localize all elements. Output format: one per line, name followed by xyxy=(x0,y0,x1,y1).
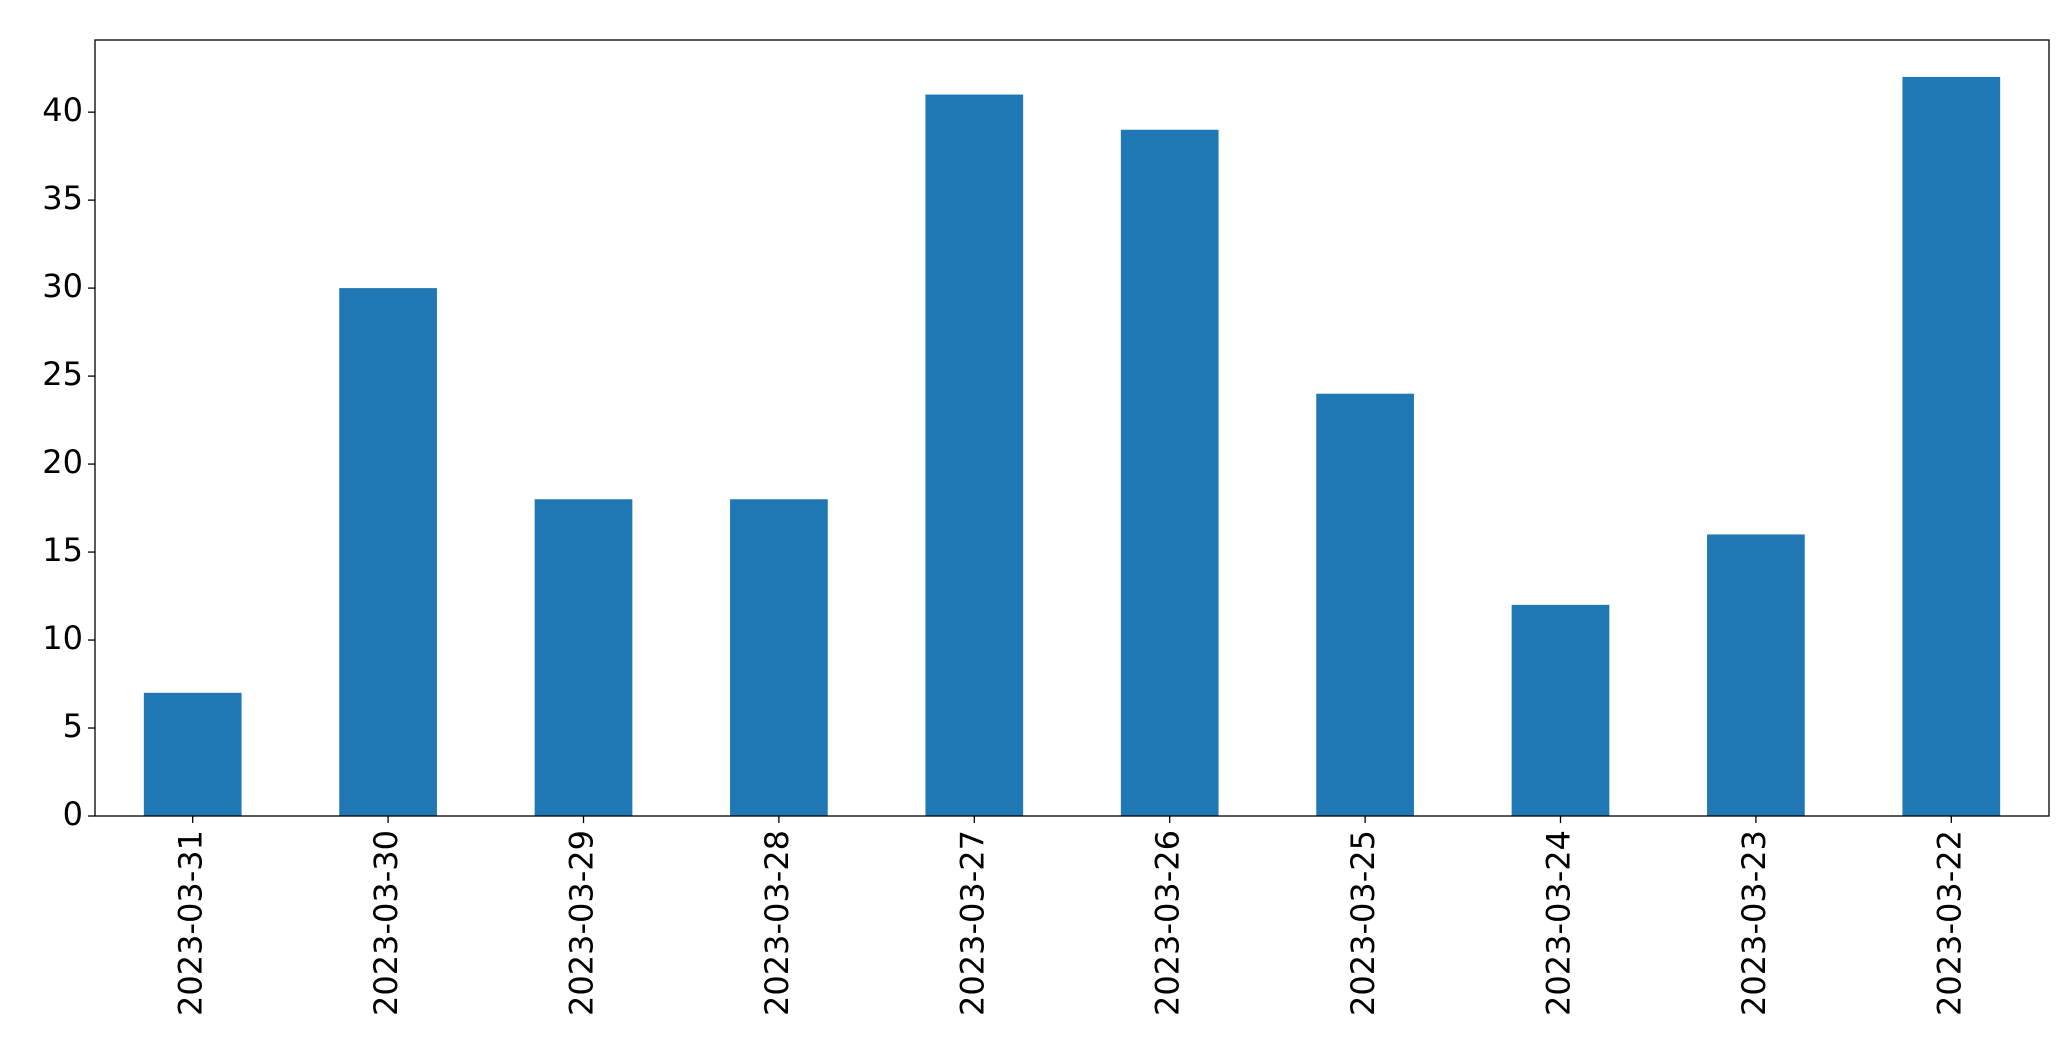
bar xyxy=(1902,76,2001,816)
y-tick-label: 5 xyxy=(63,707,83,745)
plot-frame xyxy=(94,39,2050,817)
x-tick-label: 2023-03-31 xyxy=(172,830,210,1016)
y-tick-label: 0 xyxy=(63,795,83,833)
bar xyxy=(1511,604,1610,816)
x-tick-label: 2023-03-24 xyxy=(1540,830,1578,1016)
y-tick-label: 15 xyxy=(42,531,83,569)
bar xyxy=(1707,534,1805,816)
y-tick-label: 30 xyxy=(42,267,83,305)
x-tick-label: 2023-03-30 xyxy=(367,830,405,1016)
x-tick-label: 2023-03-22 xyxy=(1930,830,1968,1016)
x-tick-label: 2023-03-26 xyxy=(1149,830,1187,1016)
x-tick-label: 2023-03-25 xyxy=(1344,830,1382,1016)
x-tick-label: 2023-03-23 xyxy=(1735,830,1773,1016)
bar xyxy=(339,288,437,816)
y-tick-label: 20 xyxy=(42,443,83,481)
bar xyxy=(1120,129,1219,816)
y-tick-label: 10 xyxy=(42,619,83,657)
bar xyxy=(730,499,828,816)
y-tick-label: 25 xyxy=(42,355,83,393)
bar xyxy=(925,94,1024,816)
bar xyxy=(534,499,633,816)
bar xyxy=(1316,393,1414,816)
y-tick-label: 35 xyxy=(42,179,83,217)
x-tick-label: 2023-03-28 xyxy=(758,830,796,1016)
x-tick-label: 2023-03-29 xyxy=(563,830,601,1016)
x-tick-label: 2023-03-27 xyxy=(953,830,991,1016)
y-tick-label: 40 xyxy=(42,91,83,129)
bar xyxy=(143,692,242,816)
